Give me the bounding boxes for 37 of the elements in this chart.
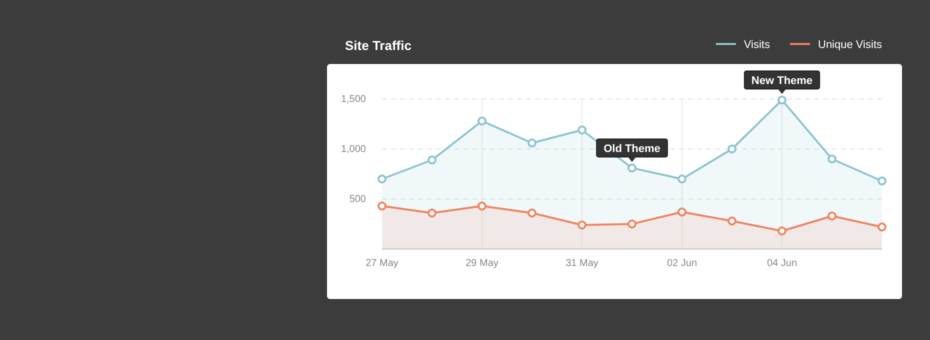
- point: [578, 126, 586, 134]
- point: [528, 138, 536, 148]
- point: [678, 174, 686, 184]
- point: [828, 154, 836, 164]
- point: [378, 202, 386, 210]
- tooltip: Old Theme: [596, 138, 668, 162]
- legend-label: Unique Visits: [818, 39, 882, 51]
- y-tick-label: 500: [349, 194, 366, 206]
- point: [778, 226, 786, 236]
- point: [578, 220, 586, 230]
- x-tick-label: 04 Jun: [766, 258, 798, 270]
- point: [878, 176, 886, 186]
- point: [628, 164, 636, 172]
- annotation: New Theme: [751, 75, 813, 87]
- point: [628, 220, 636, 228]
- point: [428, 156, 436, 164]
- point: [378, 174, 386, 184]
- point: [678, 208, 686, 216]
- point: [778, 96, 786, 104]
- x-tick-label: 02 Jun: [666, 258, 698, 270]
- point: [728, 144, 736, 154]
- point: [528, 208, 536, 218]
- x-tick-label: 29 May: [466, 258, 498, 270]
- y-tick-label: 1,000: [340, 144, 366, 156]
- y-tick-label: 1,500: [340, 94, 366, 106]
- annotation: Old Theme: [604, 143, 660, 155]
- point: [428, 208, 436, 218]
- legend-label: Visits: [744, 39, 770, 51]
- point: [728, 216, 736, 226]
- x-tick-label: 31 May: [566, 258, 598, 270]
- chart-title: Site Traffic: [345, 38, 412, 53]
- tooltip: New Theme: [744, 70, 820, 94]
- point: [878, 222, 886, 232]
- x-tick-label: 27 May: [366, 258, 398, 270]
- point: [478, 116, 486, 126]
- point: [478, 202, 486, 210]
- point: [828, 212, 836, 220]
